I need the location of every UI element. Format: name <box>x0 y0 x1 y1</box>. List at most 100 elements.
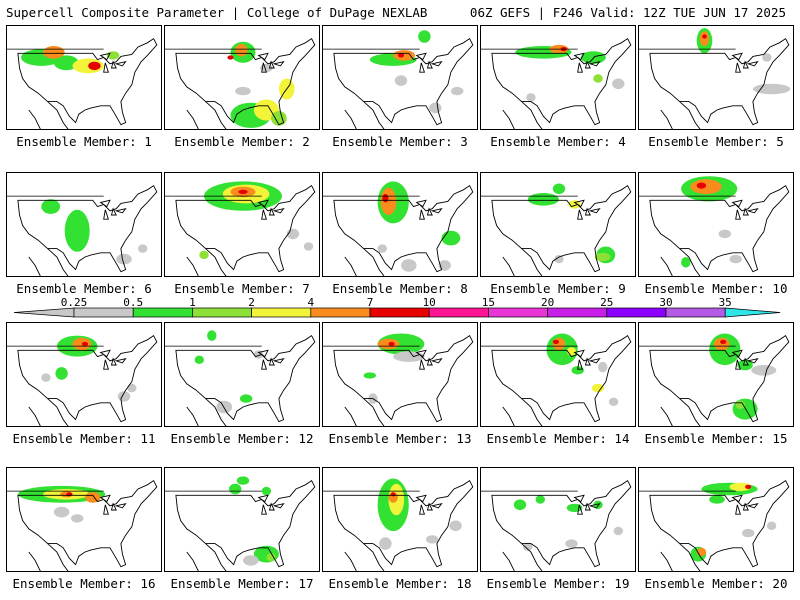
member-map-14 <box>480 322 636 427</box>
coastline <box>333 479 474 568</box>
scp-shading <box>426 535 439 544</box>
scp-shading <box>681 257 691 268</box>
colorbar-tick-label: 25 <box>600 296 613 309</box>
member-label: Ensemble Member: 16 <box>12 576 156 591</box>
coastline <box>17 334 158 423</box>
colorbar: 0.25 0.5 1 2 4 7 10 15 20 25 30 35 <box>13 296 781 318</box>
scp-shading <box>690 179 722 195</box>
scp-shading <box>598 361 608 373</box>
map-svg <box>481 333 632 426</box>
member-map-8 <box>322 172 478 277</box>
coastline <box>491 37 632 126</box>
coastline <box>491 184 632 273</box>
member-map-9 <box>480 172 636 277</box>
great-lakes <box>99 349 127 370</box>
mexico-coast <box>502 248 543 276</box>
mexico-coast <box>28 398 69 426</box>
great-lakes <box>415 494 443 515</box>
coastline <box>17 479 158 568</box>
member-label: Ensemble Member: 7 <box>174 281 310 296</box>
great-lakes <box>257 349 285 370</box>
scp-shading <box>243 555 259 566</box>
map-svg <box>323 181 474 276</box>
scp-shading <box>729 482 752 492</box>
scp-shading <box>535 495 545 504</box>
map-svg <box>7 184 158 276</box>
scp-shading <box>53 506 70 518</box>
great-lakes <box>99 199 127 220</box>
map-svg <box>639 176 790 276</box>
great-lakes <box>573 494 601 515</box>
colorbar-tick-label: 1 <box>189 296 196 309</box>
scp-shading <box>393 50 415 61</box>
coastline <box>175 334 316 423</box>
member-map-5 <box>638 25 794 130</box>
scp-shading <box>235 43 248 57</box>
colorbar-tick-label: 20 <box>541 296 554 309</box>
scp-shading <box>732 398 758 420</box>
member-label: Ensemble Member: 14 <box>486 431 630 446</box>
member-map-4 <box>480 25 636 130</box>
coastline <box>17 37 158 126</box>
map-svg <box>7 479 158 571</box>
member-map-2 <box>164 25 320 130</box>
great-lakes <box>415 349 443 370</box>
coastline <box>491 334 632 423</box>
member-label: Ensemble Member: 9 <box>490 281 626 296</box>
scp-shading <box>591 383 605 393</box>
scp-shading <box>138 244 148 253</box>
scp-shading <box>239 394 253 403</box>
mexico-coast <box>28 543 69 571</box>
map-svg <box>481 479 632 571</box>
coastline <box>17 184 158 273</box>
member-label: Ensemble Member: 5 <box>648 134 784 149</box>
coastline <box>333 37 474 126</box>
scp-shading <box>441 230 461 246</box>
member-label: Ensemble Member: 2 <box>174 134 310 149</box>
great-lakes <box>731 494 759 515</box>
scp-shading <box>718 229 731 239</box>
colorbar-segment <box>251 307 312 318</box>
scp-shading <box>720 339 727 344</box>
member-map-17 <box>164 467 320 572</box>
scp-shading <box>388 341 395 347</box>
scp-shading <box>594 252 611 262</box>
scp-shading <box>266 553 276 562</box>
map-svg <box>165 181 316 276</box>
scp-shading <box>554 254 564 264</box>
scp-shading <box>742 528 755 538</box>
member-map-10 <box>638 172 794 277</box>
member-label: Ensemble Member: 18 <box>328 576 472 591</box>
colorbar-segment <box>428 307 489 318</box>
scp-shading <box>451 86 464 96</box>
map-svg <box>481 37 632 129</box>
map-svg <box>639 479 790 571</box>
mexico-coast <box>28 101 69 129</box>
member-map-15 <box>638 322 794 427</box>
great-lakes <box>573 52 601 73</box>
scp-shading <box>729 254 742 264</box>
colorbar-segment <box>73 307 134 318</box>
map-svg <box>323 478 474 571</box>
mexico-coast <box>186 398 227 426</box>
coastline <box>491 479 632 568</box>
coastline <box>333 334 474 423</box>
great-lakes <box>257 199 285 220</box>
mexico-coast <box>28 248 69 276</box>
scp-shading <box>53 55 79 71</box>
member-map-18 <box>322 467 478 572</box>
coastline <box>649 479 790 568</box>
great-lakes <box>731 199 759 220</box>
member-label: Ensemble Member: 17 <box>170 576 314 591</box>
colorbar-tick-label: 35 <box>719 296 732 309</box>
great-lakes <box>257 494 285 515</box>
scp-shading <box>199 250 209 260</box>
scp-shading <box>64 209 90 252</box>
mexico-coast <box>344 543 385 571</box>
map-svg <box>7 37 158 129</box>
scp-shading <box>227 55 234 60</box>
member-map-19 <box>480 467 636 572</box>
colorbar-tick-label: 2 <box>248 296 255 309</box>
mexico-coast <box>344 398 385 426</box>
member-label: Ensemble Member: 10 <box>644 281 788 296</box>
